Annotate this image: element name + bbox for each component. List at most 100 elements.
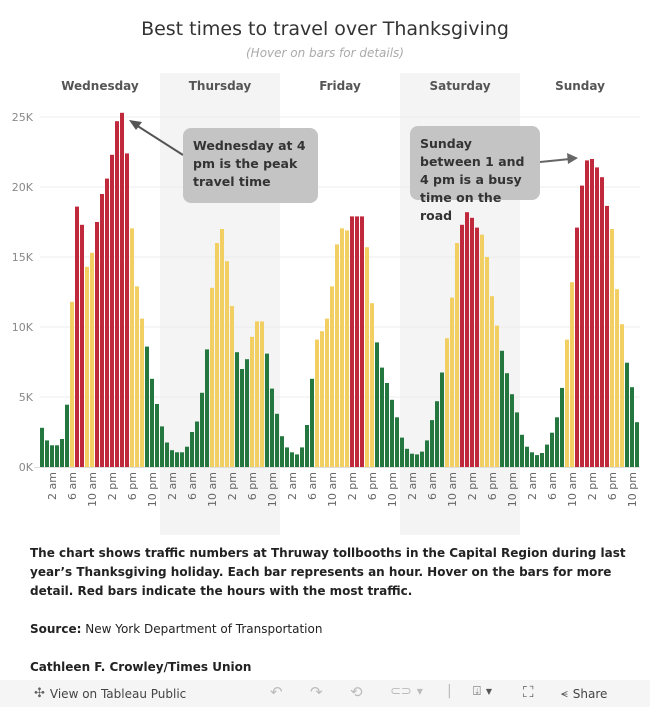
bar[interactable] — [450, 297, 454, 467]
bar[interactable] — [95, 222, 99, 467]
bar[interactable] — [490, 296, 494, 467]
bar[interactable] — [560, 387, 564, 467]
bar[interactable] — [415, 454, 419, 467]
bar[interactable] — [300, 447, 304, 467]
bar[interactable] — [230, 306, 234, 467]
bar[interactable] — [130, 228, 134, 467]
bar[interactable] — [600, 177, 604, 467]
bar[interactable] — [235, 352, 239, 467]
bar[interactable] — [345, 230, 349, 467]
bar[interactable] — [605, 205, 609, 467]
bar[interactable] — [540, 453, 544, 467]
bar[interactable] — [390, 399, 394, 467]
bar[interactable] — [340, 228, 344, 467]
bar[interactable] — [330, 286, 334, 467]
bar[interactable] — [150, 378, 154, 467]
bar[interactable] — [555, 417, 559, 467]
bar[interactable] — [90, 252, 94, 467]
bar[interactable] — [250, 336, 254, 467]
bar[interactable] — [615, 289, 619, 467]
bar[interactable] — [580, 185, 584, 467]
bar[interactable] — [570, 282, 574, 467]
bar[interactable] — [215, 243, 219, 467]
bar[interactable] — [610, 229, 614, 467]
bar[interactable] — [370, 303, 374, 467]
bar[interactable] — [180, 452, 184, 467]
bar[interactable] — [45, 440, 49, 467]
bar[interactable] — [595, 167, 599, 467]
redo-button[interactable]: ↷ — [310, 683, 323, 701]
bar[interactable] — [305, 425, 309, 467]
bar[interactable] — [435, 401, 439, 467]
bar[interactable] — [335, 244, 339, 467]
bar[interactable] — [505, 373, 509, 467]
bar[interactable] — [155, 404, 159, 467]
bar[interactable] — [115, 121, 119, 467]
bar[interactable] — [355, 216, 359, 467]
bar[interactable] — [295, 454, 299, 467]
bar[interactable] — [60, 439, 64, 467]
bar[interactable] — [635, 422, 639, 467]
fullscreen-button[interactable]: ⛶ — [523, 683, 534, 701]
revert-button[interactable]: ⟲ — [350, 683, 363, 701]
bar[interactable] — [365, 247, 369, 467]
bar[interactable] — [265, 353, 269, 467]
bar[interactable] — [475, 227, 479, 467]
bar[interactable] — [515, 412, 519, 467]
bar[interactable] — [260, 321, 264, 467]
bar[interactable] — [190, 432, 194, 467]
bar[interactable] — [175, 452, 179, 467]
bar[interactable] — [240, 369, 244, 467]
bar[interactable] — [80, 224, 84, 467]
bar[interactable] — [245, 359, 249, 467]
bar[interactable] — [285, 447, 289, 467]
bar[interactable] — [575, 227, 579, 467]
bar[interactable] — [460, 224, 464, 467]
bar[interactable] — [135, 286, 139, 467]
bar[interactable] — [500, 350, 504, 467]
refresh-button[interactable]: ⊂⊃ ▼ — [390, 684, 423, 699]
bar[interactable] — [290, 452, 294, 467]
bar[interactable] — [320, 331, 324, 467]
bar[interactable] — [185, 446, 189, 467]
bar[interactable] — [100, 194, 104, 467]
bar[interactable] — [170, 450, 174, 467]
bar[interactable] — [75, 206, 79, 467]
bar[interactable] — [400, 437, 404, 467]
bar[interactable] — [145, 346, 149, 467]
bar[interactable] — [470, 217, 474, 467]
bar[interactable] — [350, 216, 354, 467]
bar[interactable] — [630, 387, 634, 467]
bar[interactable] — [465, 212, 469, 467]
bar[interactable] — [225, 261, 229, 467]
bar[interactable] — [535, 455, 539, 467]
bar[interactable] — [40, 427, 44, 467]
bar[interactable] — [590, 159, 594, 467]
bar[interactable] — [275, 413, 279, 467]
bar[interactable] — [65, 404, 69, 467]
bar[interactable] — [160, 426, 164, 467]
bar[interactable] — [280, 436, 284, 467]
bar[interactable] — [360, 216, 364, 467]
bar[interactable] — [405, 448, 409, 467]
bar[interactable] — [255, 321, 259, 467]
bar[interactable] — [485, 257, 489, 467]
bar[interactable] — [545, 444, 549, 467]
bar[interactable] — [315, 339, 319, 467]
bar[interactable] — [375, 342, 379, 467]
undo-button[interactable]: ↶ — [270, 683, 283, 701]
bar[interactable] — [205, 349, 209, 467]
bar[interactable] — [105, 178, 109, 467]
bar[interactable] — [410, 453, 414, 467]
bar[interactable] — [125, 153, 129, 467]
bar[interactable] — [200, 392, 204, 467]
bar[interactable] — [140, 318, 144, 467]
bar[interactable] — [55, 445, 59, 467]
bar[interactable] — [220, 229, 224, 467]
bar[interactable] — [270, 388, 274, 467]
bar[interactable] — [425, 440, 429, 467]
bar[interactable] — [70, 301, 74, 467]
bar[interactable] — [50, 445, 54, 467]
bar[interactable] — [380, 367, 384, 467]
bar[interactable] — [445, 338, 449, 467]
